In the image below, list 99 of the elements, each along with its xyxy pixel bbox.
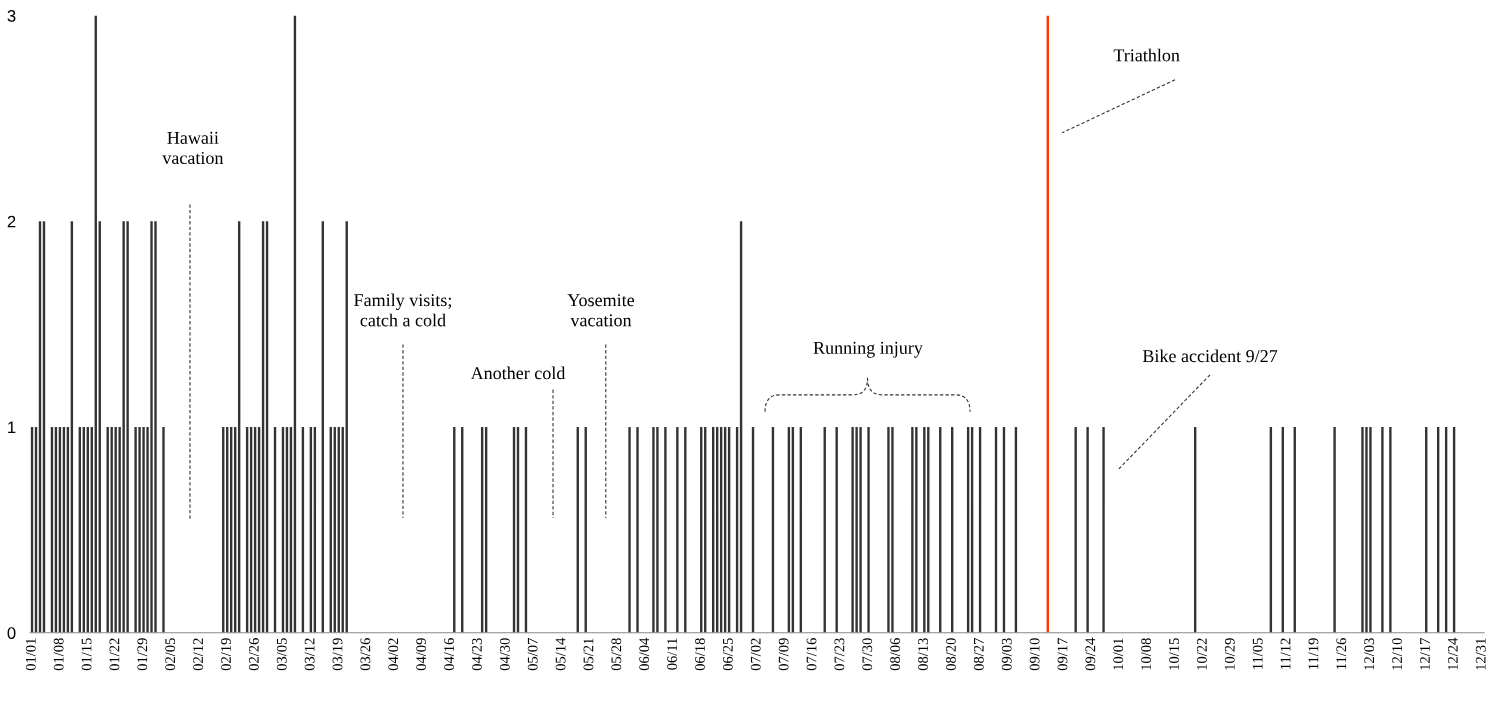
x-tick-label: 09/17 — [1057, 638, 1068, 671]
annotation: Another cold — [470, 366, 566, 380]
x-tick-label: 12/31 — [1475, 638, 1486, 670]
x-tick-label: 03/05 — [276, 638, 287, 671]
bar — [114, 427, 117, 633]
bar — [1361, 427, 1364, 633]
bar — [835, 427, 838, 633]
y-tick-label: 2 — [7, 215, 16, 228]
x-tick-label: 04/30 — [499, 638, 510, 671]
bar — [684, 427, 687, 633]
bar — [636, 427, 639, 633]
x-tick-label: 10/08 — [1141, 638, 1152, 670]
bar — [1365, 427, 1368, 633]
x-tick-label: 05/28 — [611, 638, 622, 671]
x-tick-label: 01/29 — [137, 638, 148, 671]
bar — [887, 427, 890, 633]
y-tick-label: 1 — [8, 421, 16, 434]
x-tick-label: 04/23 — [471, 638, 482, 671]
x-tick-label: 10/15 — [1169, 638, 1179, 670]
x-tick-label: 09/10 — [1029, 638, 1040, 671]
x-tick-label: 10/01 — [1113, 638, 1124, 670]
x-tick-label: 10/22 — [1196, 638, 1207, 670]
bar — [1389, 427, 1392, 633]
x-tick-label: 11/26 — [1336, 638, 1347, 670]
bar — [1102, 427, 1105, 633]
x-tick-label: 11/19 — [1308, 638, 1319, 670]
x-tick-label: 08/20 — [946, 638, 956, 671]
bar — [162, 427, 165, 633]
bar — [1381, 427, 1384, 633]
bar — [923, 427, 926, 633]
bar — [134, 427, 137, 633]
x-tick-label: 05/21 — [583, 638, 594, 671]
x-tick-label: 09/03 — [1001, 638, 1012, 671]
x-tick-label: 11/05 — [1252, 638, 1263, 670]
annotation: Bike accident 9/27 — [1142, 349, 1278, 363]
bar — [1074, 427, 1077, 633]
x-tick-label: 01/01 — [25, 638, 36, 671]
x-tick-label: 06/18 — [695, 638, 705, 671]
y-tick-label: 0 — [7, 627, 16, 639]
x-tick-label: 02/12 — [193, 638, 203, 671]
x-tick-label: 02/19 — [221, 638, 231, 671]
bar — [656, 427, 659, 633]
x-tick-label: 06/04 — [639, 637, 650, 671]
x-tick-label: 03/19 — [332, 638, 343, 671]
annotation: Yosemite vacation — [567, 294, 635, 327]
bar — [1333, 427, 1336, 633]
x-tick-label: 12/03 — [1364, 638, 1375, 670]
x-tick-label: 05/07 — [527, 638, 538, 671]
bar — [1369, 427, 1372, 633]
x-tick-label: 12/10 — [1392, 638, 1402, 670]
x-tick-label: 02/26 — [248, 638, 259, 671]
x-tick-label: 06/25 — [722, 638, 733, 671]
bar — [911, 427, 914, 633]
x-tick-label: 07/16 — [806, 638, 817, 671]
x-tick-label: 04/16 — [444, 638, 454, 671]
bar — [1086, 427, 1089, 633]
x-tick-label: 07/23 — [834, 638, 845, 671]
x-tick-label: 07/09 — [778, 638, 789, 671]
x-tick-label: 04/02 — [388, 638, 399, 671]
bar — [122, 221, 125, 633]
x-tick-label: 10/29 — [1224, 638, 1235, 670]
x-tick-label: 03/26 — [360, 638, 371, 671]
x-tick-label: 08/13 — [918, 638, 928, 671]
bar — [915, 427, 918, 633]
annotation: Family visits; catch a cold — [354, 293, 451, 327]
bar — [664, 427, 667, 633]
x-tick-label: 01/22 — [109, 638, 120, 671]
bar — [891, 427, 894, 633]
x-tick-label: 12/17 — [1420, 638, 1430, 670]
annotation: Hawaii vacation — [162, 131, 224, 165]
x-tick-label: 12/24 — [1447, 637, 1458, 670]
x-tick-label: 09/24 — [1085, 637, 1096, 671]
bar — [126, 221, 129, 633]
x-tick-label: 01/08 — [53, 638, 64, 671]
x-tick-label: 03/12 — [304, 638, 315, 671]
bar — [851, 427, 854, 633]
bar — [138, 427, 141, 633]
x-tick-label: 07/02 — [750, 638, 761, 671]
bar — [154, 221, 157, 633]
bar — [855, 427, 858, 633]
bar — [867, 427, 870, 633]
y-tick-label: 3 — [7, 9, 16, 22]
x-tick-label: 02/05 — [165, 638, 176, 671]
annotation: Running injury — [813, 341, 923, 358]
x-tick-label: 08/06 — [890, 638, 901, 671]
bar — [652, 427, 655, 633]
bar — [676, 427, 679, 633]
bar — [628, 427, 631, 633]
x-tick-label: 05/14 — [555, 637, 566, 671]
annotation: Triathlon — [1113, 48, 1180, 62]
x-tick-label: 11/12 — [1280, 638, 1291, 670]
x-tick-label: 08/27 — [973, 638, 984, 671]
x-tick-label: 01/15 — [81, 638, 92, 671]
bar — [150, 221, 153, 633]
x-tick-label: 04/09 — [416, 638, 427, 671]
x-tick-label: 07/30 — [862, 638, 873, 671]
x-tick-label: 06/11 — [667, 638, 678, 670]
bar — [859, 427, 862, 633]
bar — [142, 427, 145, 633]
